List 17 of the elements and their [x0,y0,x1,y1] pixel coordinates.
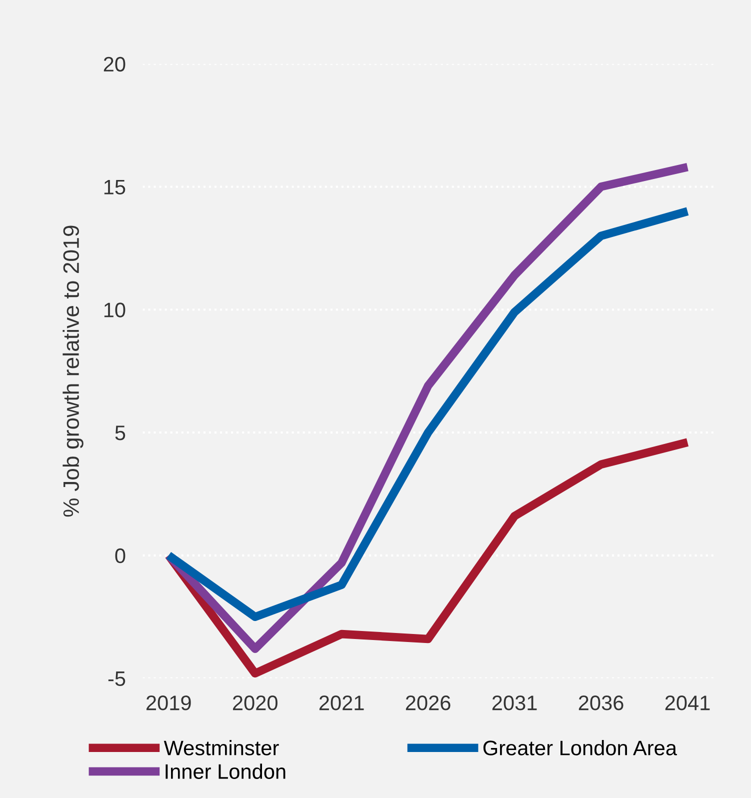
y-axis-title: % Job growth relative to 2019 [62,226,84,517]
y-tick-label: 15 [104,180,126,194]
y-tick-label: 0 [115,548,126,564]
legend-label: Greater London Area [483,740,677,756]
x-tick-label: 2019 [146,696,191,710]
y-tick-label: 10 [104,302,126,318]
legend-label: Inner London [166,764,286,779]
y-tick-label: 20 [104,56,126,72]
y-tick-label: 5 [115,426,126,440]
x-tick-label: 2036 [578,696,624,710]
x-tick-label: 2020 [232,696,278,710]
x-tick-label: 2041 [665,696,710,710]
legend-label: Westminster [164,740,279,756]
x-tick-label: 2031 [492,696,537,710]
x-tick-label: 2021 [319,696,364,710]
y-tick-label: -5 [108,672,126,686]
x-tick-label: 2026 [406,696,450,710]
